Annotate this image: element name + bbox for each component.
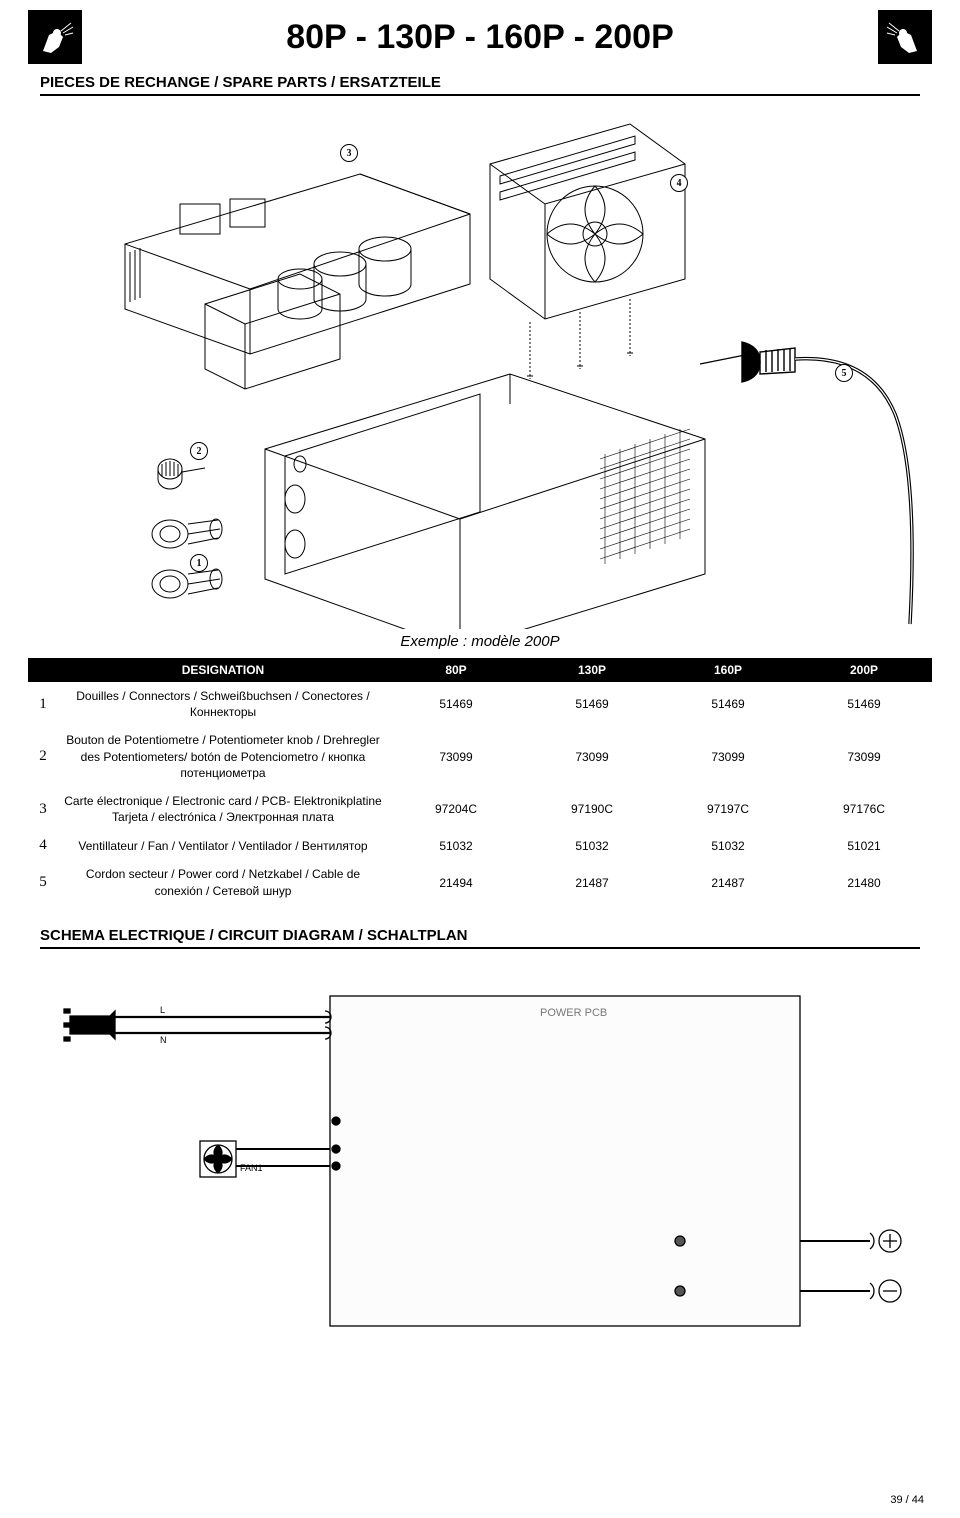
row-130p: 73099 bbox=[524, 726, 660, 787]
header-bar: 80P - 130P - 160P - 200P bbox=[28, 10, 932, 64]
callout-5: 5 bbox=[835, 364, 853, 382]
row-200p: 51021 bbox=[796, 831, 932, 860]
row-130p: 51469 bbox=[524, 682, 660, 726]
table-row: 4 Ventillateur / Fan / Ventilator / Vent… bbox=[28, 831, 932, 860]
spare-parts-table: DESIGNATION 80P 130P 160P 200P 1 Douille… bbox=[28, 658, 932, 905]
col-80p: 80P bbox=[388, 658, 524, 682]
col-130p: 130P bbox=[524, 658, 660, 682]
exploded-svg bbox=[40, 104, 920, 629]
col-200p: 200P bbox=[796, 658, 932, 682]
row-200p: 97176C bbox=[796, 787, 932, 831]
row-80p: 97204C bbox=[388, 787, 524, 831]
callout-4: 4 bbox=[670, 174, 688, 192]
row-160p: 73099 bbox=[660, 726, 796, 787]
row-designation: Douilles / Connectors / Schweißbuchsen /… bbox=[58, 682, 388, 726]
table-row: 1 Douilles / Connectors / Schweißbuchsen… bbox=[28, 682, 932, 726]
exploded-view-diagram: 1 2 3 4 5 bbox=[40, 104, 920, 629]
row-designation: Bouton de Potentiometre / Potentiometer … bbox=[58, 726, 388, 787]
callout-2: 2 bbox=[190, 442, 208, 460]
table-body: 1 Douilles / Connectors / Schweißbuchsen… bbox=[28, 682, 932, 905]
row-index: 2 bbox=[28, 726, 58, 787]
circuit-diagram: L N FAN1 bbox=[40, 961, 920, 1346]
col-designation: DESIGNATION bbox=[58, 658, 388, 682]
row-200p: 73099 bbox=[796, 726, 932, 787]
row-index: 1 bbox=[28, 682, 58, 726]
welder-icon-left bbox=[28, 10, 82, 64]
line-n-label: N bbox=[160, 1035, 167, 1045]
page-number: 39 / 44 bbox=[890, 1494, 924, 1506]
circuit-diagram-heading: SCHEMA ELECTRIQUE / CIRCUIT DIAGRAM / SC… bbox=[40, 927, 920, 949]
header-title: 80P - 130P - 160P - 200P bbox=[82, 10, 878, 64]
row-80p: 51469 bbox=[388, 682, 524, 726]
row-160p: 97197C bbox=[660, 787, 796, 831]
row-130p: 97190C bbox=[524, 787, 660, 831]
row-200p: 21480 bbox=[796, 860, 932, 904]
fan-label: FAN1 bbox=[240, 1163, 263, 1173]
row-80p: 21494 bbox=[388, 860, 524, 904]
exploded-caption: Exemple : modèle 200P bbox=[0, 633, 960, 650]
col-index bbox=[28, 658, 58, 682]
row-designation: Cordon secteur / Power cord / Netzkabel … bbox=[58, 860, 388, 904]
line-l-label: L bbox=[160, 1005, 165, 1015]
row-index: 4 bbox=[28, 831, 58, 860]
row-designation: Ventillateur / Fan / Ventilator / Ventil… bbox=[58, 831, 388, 860]
spare-parts-heading: PIECES DE RECHANGE / SPARE PARTS / ERSAT… bbox=[40, 74, 920, 96]
row-index: 5 bbox=[28, 860, 58, 904]
row-80p: 73099 bbox=[388, 726, 524, 787]
col-160p: 160P bbox=[660, 658, 796, 682]
row-130p: 51032 bbox=[524, 831, 660, 860]
row-130p: 21487 bbox=[524, 860, 660, 904]
row-index: 3 bbox=[28, 787, 58, 831]
callout-1: 1 bbox=[190, 554, 208, 572]
row-160p: 51032 bbox=[660, 831, 796, 860]
table-row: 5 Cordon secteur / Power cord / Netzkabe… bbox=[28, 860, 932, 904]
welder-icon-right bbox=[878, 10, 932, 64]
table-row: 3 Carte électronique / Electronic card /… bbox=[28, 787, 932, 831]
row-160p: 51469 bbox=[660, 682, 796, 726]
row-80p: 51032 bbox=[388, 831, 524, 860]
row-160p: 21487 bbox=[660, 860, 796, 904]
table-row: 2 Bouton de Potentiometre / Potentiomete… bbox=[28, 726, 932, 787]
callout-3: 3 bbox=[340, 144, 358, 162]
power-pcb-label: POWER PCB bbox=[540, 1007, 607, 1019]
row-200p: 51469 bbox=[796, 682, 932, 726]
row-designation: Carte électronique / Electronic card / P… bbox=[58, 787, 388, 831]
